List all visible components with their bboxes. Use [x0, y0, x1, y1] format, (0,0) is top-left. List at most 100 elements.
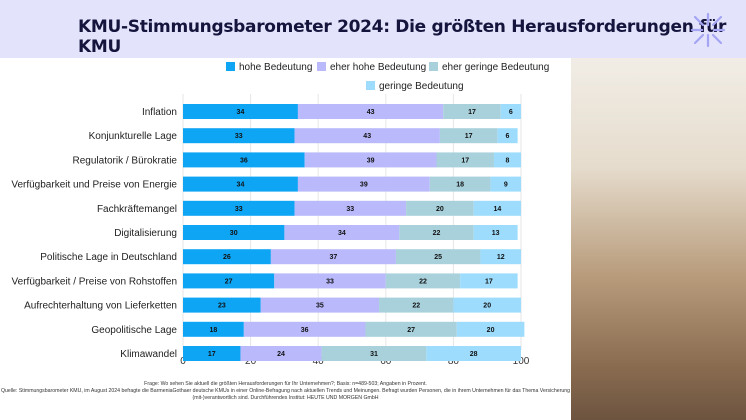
data-label: 36 — [240, 157, 248, 164]
data-label: 39 — [367, 157, 375, 164]
bar-segment — [183, 346, 241, 361]
bar-segment — [243, 321, 366, 337]
legend-swatch — [317, 62, 326, 71]
bar-segment — [439, 128, 498, 144]
data-label: 43 — [363, 133, 371, 140]
bar-segment — [497, 128, 518, 144]
data-label: 27 — [407, 327, 415, 334]
data-label: 33 — [326, 278, 334, 285]
data-label: 30 — [230, 230, 238, 237]
footer-source: Quelle: Stimmungsbarometer KMU, im Augus… — [0, 388, 571, 401]
legend-label: geringe Bedeutung — [379, 81, 464, 92]
bar-segment — [395, 249, 481, 265]
bar-segment — [183, 273, 275, 289]
bar-segment — [183, 128, 295, 144]
data-label: 22 — [412, 303, 420, 310]
bar-segment — [294, 128, 440, 144]
data-label: 26 — [223, 254, 231, 261]
data-label: 17 — [465, 133, 473, 140]
data-label: 18 — [210, 327, 218, 334]
data-label: 24 — [277, 351, 285, 358]
data-label: 9 — [504, 182, 508, 189]
bar-segment — [490, 176, 521, 192]
x-tick-label: 20 — [245, 356, 257, 367]
x-tick-label: 0 — [180, 356, 186, 367]
bar-segment — [399, 225, 474, 240]
bar-segment — [297, 104, 444, 119]
legend-swatch — [429, 62, 438, 71]
bar-segment — [436, 152, 494, 168]
bar-segment — [183, 225, 285, 240]
bar-segment — [183, 321, 244, 337]
data-label: 28 — [470, 351, 478, 358]
bar-segment — [183, 200, 295, 216]
category-label: Inflation — [142, 107, 177, 118]
bar-segment — [284, 225, 400, 240]
data-label: 20 — [483, 303, 491, 310]
x-tick-label: 40 — [313, 356, 325, 367]
data-label: 17 — [208, 351, 216, 358]
workshop-photo — [571, 58, 746, 420]
data-label: 6 — [509, 109, 513, 116]
bar-segment — [429, 176, 491, 192]
bar-segment — [500, 104, 521, 119]
bar-segment — [453, 297, 521, 313]
bar-segment — [321, 346, 427, 361]
bar-segment — [456, 321, 525, 337]
data-label: 31 — [370, 351, 378, 358]
data-label: 34 — [237, 182, 245, 189]
data-label: 14 — [493, 206, 501, 213]
data-label: 23 — [218, 303, 226, 310]
legend-label: hohe Bedeutung — [239, 62, 312, 73]
bar-segment — [183, 104, 298, 119]
bar-segment — [493, 152, 521, 168]
data-label: 35 — [316, 303, 324, 310]
data-label: 22 — [419, 278, 427, 285]
bar-segment — [183, 249, 271, 265]
data-label: 17 — [485, 278, 493, 285]
category-label: Regulatorik / Bürokratie — [73, 155, 178, 166]
bar-segment — [443, 104, 501, 119]
sparkle-logo-icon — [690, 12, 726, 48]
legend-swatch — [226, 62, 235, 71]
data-label: 20 — [487, 327, 495, 334]
data-label: 13 — [492, 230, 500, 237]
data-label: 34 — [338, 230, 346, 237]
data-label: 20 — [436, 206, 444, 213]
legend-label: eher hohe Bedeutung — [330, 62, 426, 73]
bar-segment — [183, 152, 305, 168]
data-label: 39 — [360, 182, 368, 189]
x-tick-label: 60 — [380, 356, 392, 367]
x-tick-label: 80 — [448, 356, 460, 367]
x-tick-label: 100 — [513, 356, 530, 367]
category-label: Konjunkturelle Lage — [89, 131, 178, 142]
bar-segment — [297, 176, 430, 192]
data-label: 33 — [235, 133, 243, 140]
category-label: Politische Lage in Deutschland — [40, 252, 177, 263]
bar-segment — [260, 297, 380, 313]
bar-segment — [426, 346, 521, 361]
data-label: 8 — [506, 157, 510, 164]
bar-segment — [304, 152, 437, 168]
category-label: Aufrechterhaltung von Lieferketten — [24, 301, 177, 312]
bar-segment — [270, 249, 396, 265]
category-label: Fachkräftemangel — [97, 204, 177, 215]
footer-note: Frage: Wo sehen Sie aktuell die größten … — [0, 381, 571, 402]
data-label: 22 — [433, 230, 441, 237]
bar-segment — [294, 200, 407, 216]
bar-segment — [406, 200, 474, 216]
bar-segment — [379, 297, 454, 313]
bar-segment — [183, 297, 261, 313]
bar-segment — [473, 200, 521, 216]
bar-segment — [473, 225, 518, 240]
header-band: KMU-Stimmungsbarometer 2024: Die größten… — [0, 0, 746, 58]
category-label: Klimawandel — [120, 349, 177, 360]
data-label: 33 — [346, 206, 354, 213]
data-label: 27 — [225, 278, 233, 285]
bar-segment — [480, 249, 521, 265]
category-label: Verfügbarkeit und Preise von Energie — [11, 180, 177, 191]
bar-segment — [385, 273, 461, 289]
category-label: Verfügbarkeit / Preise von Rohstoffen — [12, 276, 177, 287]
category-label: Geopolitische Lage — [91, 325, 177, 336]
legend-swatch — [366, 81, 375, 90]
